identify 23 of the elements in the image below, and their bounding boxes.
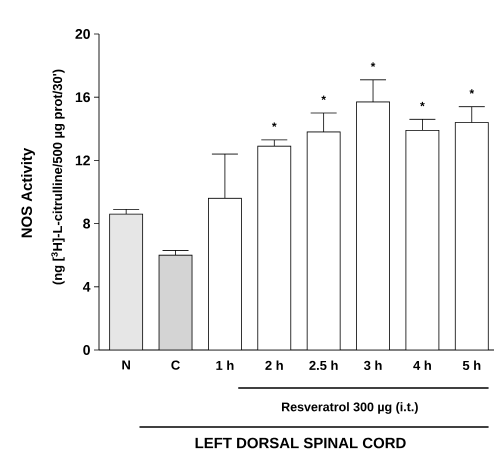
data-label: * — [321, 96, 326, 100]
y-tick-label: 8 — [83, 218, 90, 229]
text: Resveratrol 300 µg (i.t.) — [282, 402, 418, 414]
x-tick-label: 3 h — [364, 360, 382, 370]
data-label: * — [469, 89, 474, 94]
data-label: * — [420, 102, 425, 106]
data-label: * — [272, 122, 277, 127]
y-tick-label: 4 — [82, 282, 90, 292]
x-tick-label: 2 h — [265, 360, 283, 370]
x-tick-label: 5 h — [462, 360, 480, 370]
x-axis-title: LEFT DORSAL SPINAL CORD — [196, 438, 406, 448]
x-tick-label: N — [122, 360, 130, 370]
x-tick-label: 1 h — [216, 360, 234, 370]
text: (ng [$^{3}$H]-L-citrulline/500 µg prot/30') — [51, 70, 65, 284]
y-tick-label: 0 — [83, 345, 90, 355]
y-tick-label: 20 — [75, 29, 90, 39]
y-axis-title: NOS Activity — [21, 148, 35, 238]
data-label: * — [370, 62, 376, 67]
y-tick-label: 12 — [76, 156, 90, 166]
x-tick-label: C — [171, 360, 180, 370]
x-tick-label: 2.5 h — [309, 360, 338, 370]
y-tick-label: 16 — [76, 92, 90, 102]
x-tick-label: 4 h — [413, 360, 431, 370]
